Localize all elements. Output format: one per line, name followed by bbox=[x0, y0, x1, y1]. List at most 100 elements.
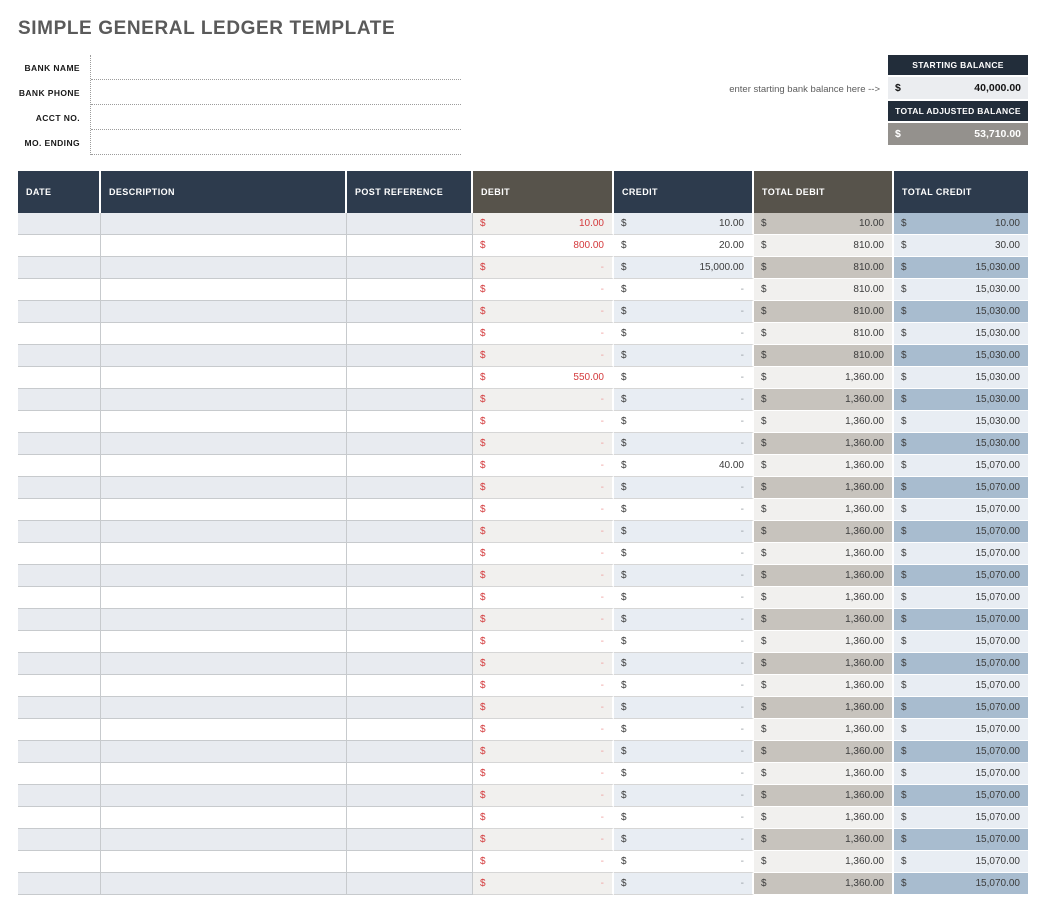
cell-date[interactable] bbox=[18, 763, 101, 785]
cell-credit[interactable]: $ - bbox=[614, 653, 754, 675]
cell-total-debit[interactable]: $1,360.00 bbox=[754, 829, 894, 851]
cell-total-debit[interactable]: $1,360.00 bbox=[754, 741, 894, 763]
cell-total-credit[interactable]: $15,070.00 bbox=[894, 499, 1028, 521]
cell-debit[interactable]: $ - bbox=[473, 675, 614, 697]
cell-credit[interactable]: $ - bbox=[614, 323, 754, 345]
cell-description[interactable] bbox=[101, 829, 347, 851]
cell-total-credit[interactable]: $15,030.00 bbox=[894, 389, 1028, 411]
cell-total-debit[interactable]: $1,360.00 bbox=[754, 675, 894, 697]
cell-date[interactable] bbox=[18, 345, 101, 367]
cell-total-debit[interactable]: $1,360.00 bbox=[754, 609, 894, 631]
cell-debit[interactable]: $ - bbox=[473, 323, 614, 345]
cell-date[interactable] bbox=[18, 587, 101, 609]
cell-credit[interactable]: $ - bbox=[614, 345, 754, 367]
cell-debit[interactable]: $ - bbox=[473, 389, 614, 411]
cell-credit[interactable]: $ - bbox=[614, 697, 754, 719]
cell-total-debit[interactable]: $810.00 bbox=[754, 279, 894, 301]
cell-total-debit[interactable]: $1,360.00 bbox=[754, 367, 894, 389]
cell-credit[interactable]: $ - bbox=[614, 763, 754, 785]
cell-total-credit[interactable]: $15,070.00 bbox=[894, 741, 1028, 763]
cell-date[interactable] bbox=[18, 477, 101, 499]
cell-total-credit[interactable]: $15,030.00 bbox=[894, 433, 1028, 455]
cell-description[interactable] bbox=[101, 279, 347, 301]
cell-post-reference[interactable] bbox=[347, 543, 473, 565]
cell-total-debit[interactable]: $1,360.00 bbox=[754, 433, 894, 455]
cell-credit[interactable]: $ - bbox=[614, 675, 754, 697]
cell-date[interactable] bbox=[18, 873, 101, 895]
cell-total-credit[interactable]: $15,070.00 bbox=[894, 697, 1028, 719]
cell-credit[interactable]: $ - bbox=[614, 411, 754, 433]
cell-total-credit[interactable]: $10.00 bbox=[894, 213, 1028, 235]
cell-credit[interactable]: $ - bbox=[614, 785, 754, 807]
cell-total-credit[interactable]: $15,070.00 bbox=[894, 675, 1028, 697]
cell-total-debit[interactable]: $1,360.00 bbox=[754, 411, 894, 433]
cell-credit[interactable]: $ - bbox=[614, 367, 754, 389]
cell-debit[interactable]: $10.00 bbox=[473, 213, 614, 235]
cell-debit[interactable]: $ - bbox=[473, 565, 614, 587]
cell-date[interactable] bbox=[18, 609, 101, 631]
cell-description[interactable] bbox=[101, 345, 347, 367]
cell-total-credit[interactable]: $15,070.00 bbox=[894, 763, 1028, 785]
cell-description[interactable] bbox=[101, 763, 347, 785]
cell-total-debit[interactable]: $1,360.00 bbox=[754, 477, 894, 499]
cell-debit[interactable]: $ - bbox=[473, 257, 614, 279]
cell-description[interactable] bbox=[101, 873, 347, 895]
cell-total-credit[interactable]: $15,070.00 bbox=[894, 609, 1028, 631]
cell-credit[interactable]: $ - bbox=[614, 543, 754, 565]
cell-post-reference[interactable] bbox=[347, 653, 473, 675]
cell-date[interactable] bbox=[18, 521, 101, 543]
cell-description[interactable] bbox=[101, 609, 347, 631]
cell-post-reference[interactable] bbox=[347, 851, 473, 873]
bank-phone-input[interactable] bbox=[91, 80, 461, 105]
cell-post-reference[interactable] bbox=[347, 697, 473, 719]
cell-total-debit[interactable]: $1,360.00 bbox=[754, 851, 894, 873]
cell-debit[interactable]: $ - bbox=[473, 807, 614, 829]
cell-date[interactable] bbox=[18, 213, 101, 235]
cell-date[interactable] bbox=[18, 389, 101, 411]
cell-description[interactable] bbox=[101, 213, 347, 235]
cell-description[interactable] bbox=[101, 323, 347, 345]
cell-description[interactable] bbox=[101, 697, 347, 719]
cell-total-debit[interactable]: $1,360.00 bbox=[754, 499, 894, 521]
cell-post-reference[interactable] bbox=[347, 477, 473, 499]
cell-credit[interactable]: $ - bbox=[614, 851, 754, 873]
cell-date[interactable] bbox=[18, 279, 101, 301]
cell-debit[interactable]: $ - bbox=[473, 587, 614, 609]
cell-post-reference[interactable] bbox=[347, 807, 473, 829]
cell-post-reference[interactable] bbox=[347, 433, 473, 455]
cell-post-reference[interactable] bbox=[347, 455, 473, 477]
starting-balance-value-cell[interactable]: $ 40,000.00 bbox=[888, 77, 1028, 101]
cell-credit[interactable]: $ - bbox=[614, 807, 754, 829]
cell-total-credit[interactable]: $15,070.00 bbox=[894, 587, 1028, 609]
cell-description[interactable] bbox=[101, 455, 347, 477]
cell-date[interactable] bbox=[18, 499, 101, 521]
cell-credit[interactable]: $ - bbox=[614, 741, 754, 763]
cell-post-reference[interactable] bbox=[347, 235, 473, 257]
cell-post-reference[interactable] bbox=[347, 213, 473, 235]
cell-debit[interactable]: $ - bbox=[473, 631, 614, 653]
cell-total-credit[interactable]: $15,030.00 bbox=[894, 257, 1028, 279]
cell-date[interactable] bbox=[18, 411, 101, 433]
cell-post-reference[interactable] bbox=[347, 829, 473, 851]
cell-credit[interactable]: $ - bbox=[614, 279, 754, 301]
acct-no-input[interactable] bbox=[91, 105, 461, 130]
cell-total-debit[interactable]: $1,360.00 bbox=[754, 807, 894, 829]
cell-description[interactable] bbox=[101, 851, 347, 873]
cell-post-reference[interactable] bbox=[347, 785, 473, 807]
cell-total-credit[interactable]: $15,070.00 bbox=[894, 631, 1028, 653]
cell-debit[interactable]: $ - bbox=[473, 455, 614, 477]
cell-date[interactable] bbox=[18, 257, 101, 279]
cell-total-debit[interactable]: $1,360.00 bbox=[754, 565, 894, 587]
cell-date[interactable] bbox=[18, 851, 101, 873]
cell-date[interactable] bbox=[18, 631, 101, 653]
cell-total-debit[interactable]: $1,360.00 bbox=[754, 631, 894, 653]
cell-debit[interactable]: $ - bbox=[473, 785, 614, 807]
cell-date[interactable] bbox=[18, 697, 101, 719]
cell-credit[interactable]: $ - bbox=[614, 433, 754, 455]
cell-post-reference[interactable] bbox=[347, 521, 473, 543]
cell-description[interactable] bbox=[101, 741, 347, 763]
cell-total-debit[interactable]: $810.00 bbox=[754, 257, 894, 279]
cell-date[interactable] bbox=[18, 235, 101, 257]
cell-date[interactable] bbox=[18, 719, 101, 741]
cell-total-debit[interactable]: $1,360.00 bbox=[754, 389, 894, 411]
